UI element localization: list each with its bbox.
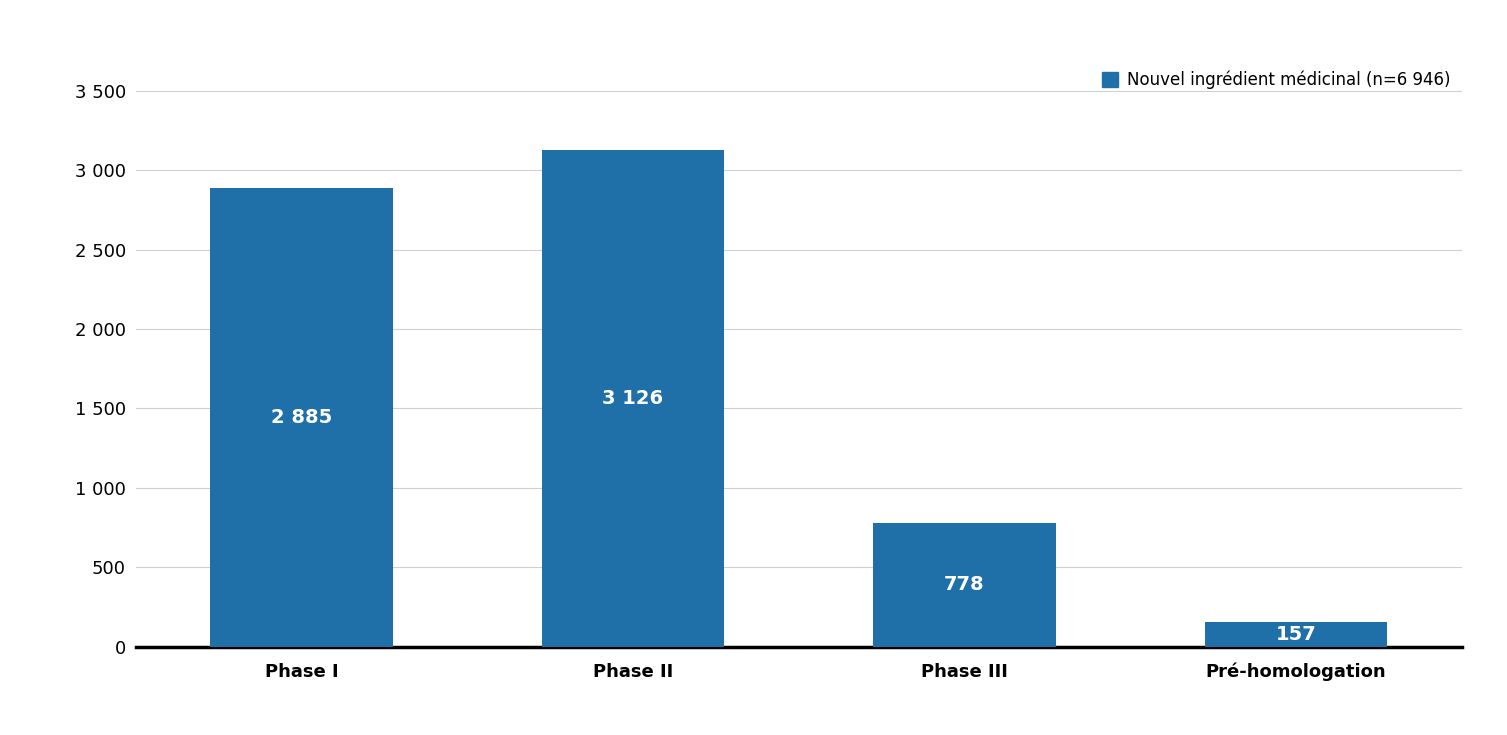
Bar — [1204, 622, 1386, 647]
Text: 2 885: 2 885 — [271, 408, 332, 427]
Bar — [543, 150, 723, 647]
Bar — [873, 523, 1055, 647]
Text: 3 126: 3 126 — [603, 389, 663, 408]
Text: 778: 778 — [945, 576, 984, 595]
Text: 157: 157 — [1275, 625, 1317, 644]
Legend: Nouvel ingrédient médicinal (n=6 946): Nouvel ingrédient médicinal (n=6 946) — [1096, 64, 1457, 96]
Bar — [209, 188, 392, 647]
